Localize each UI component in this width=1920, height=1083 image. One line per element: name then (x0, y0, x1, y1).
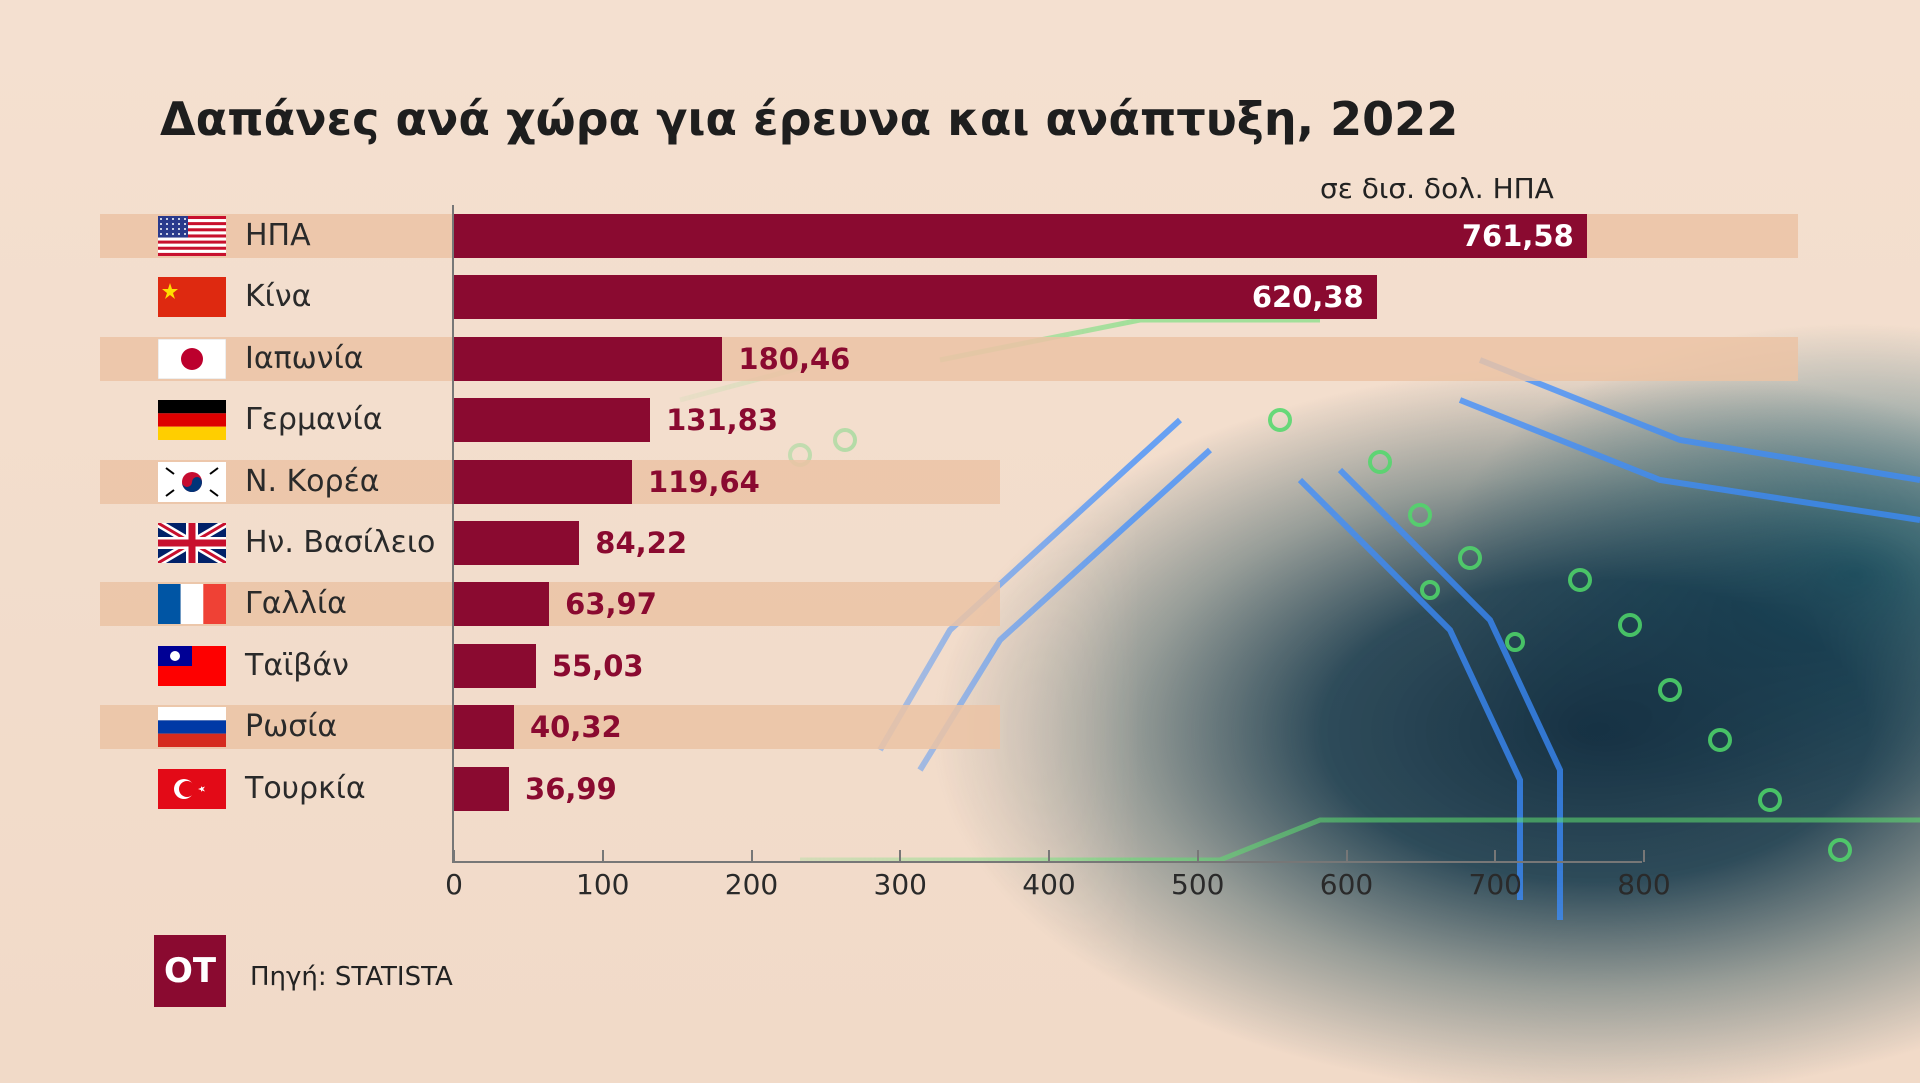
bar (454, 398, 651, 443)
unit-label: σε δισ. δολ. ΗΠΑ (1320, 172, 1554, 205)
data-label: 63,97 (565, 587, 657, 622)
x-tick-label: 800 (1617, 868, 1671, 901)
flag-uk-icon (158, 523, 226, 563)
data-label: 36,99 (525, 771, 617, 806)
bar (454, 214, 1587, 258)
row-band (100, 582, 1000, 627)
x-tick (1048, 850, 1050, 862)
x-tick (601, 850, 604, 862)
data-label: 55,03 (551, 648, 644, 683)
x-tick (1643, 850, 1645, 862)
row-band (100, 705, 1000, 750)
data-label: 620,38 (1251, 280, 1364, 315)
source-note: Πηγή: STATISTA (250, 962, 453, 992)
flag-france-icon (158, 584, 226, 625)
x-tick-label: 200 (724, 868, 779, 901)
data-label: 131,83 (666, 403, 779, 438)
bar (454, 521, 580, 565)
x-tick (1494, 850, 1497, 862)
data-label: 40,32 (529, 710, 622, 745)
x-tick (1196, 850, 1199, 862)
flag-taiwan-icon (158, 645, 226, 686)
flag-usa-icon (158, 216, 226, 256)
category-label: Γερμανία (245, 402, 383, 438)
x-tick-label: 500 (1171, 868, 1225, 901)
x-tick (453, 850, 455, 862)
category-label: Ν. Κορέα (245, 463, 380, 499)
flag-germany-icon (158, 400, 226, 441)
flag-china-icon (158, 277, 226, 318)
category-label: Κίνα (245, 279, 312, 315)
category-label: Τουρκία (245, 770, 366, 806)
bar (454, 582, 550, 627)
chart-title: Δαπάνες ανά χώρα για έρευνα και ανάπτυξη… (160, 92, 1459, 146)
bar (454, 705, 514, 750)
x-tick (750, 850, 753, 862)
y-axis-line (452, 205, 454, 863)
flag-japan-icon (158, 338, 226, 379)
x-axis-line (452, 861, 1642, 863)
x-tick-label: 400 (1022, 868, 1076, 901)
category-label: Ην. Βασίλειο (245, 525, 436, 560)
bar (454, 275, 1377, 320)
category-label: Ρωσία (245, 709, 338, 745)
bar (454, 766, 510, 811)
x-tick-label: 100 (576, 868, 630, 901)
category-label: Ιαπωνία (245, 340, 364, 376)
category-label: Ταϊβάν (245, 647, 349, 683)
flag-russia-icon (158, 707, 226, 748)
flag-south-korea-icon (158, 461, 226, 502)
circuit-board-background (620, 300, 1920, 1083)
data-label: 180,46 (738, 341, 851, 376)
x-tick (899, 850, 902, 862)
x-tick (1345, 850, 1348, 862)
category-label: Γαλλία (245, 586, 347, 622)
x-tick-label: 0 (445, 868, 463, 901)
publisher-logo: OT (154, 935, 226, 1007)
bar (454, 336, 723, 381)
bar (454, 459, 632, 504)
x-tick-label: 300 (873, 868, 927, 901)
category-label: ΗΠΑ (245, 218, 311, 253)
x-tick-label: 600 (1319, 868, 1374, 901)
row-band (100, 336, 1798, 381)
bar (454, 643, 536, 688)
data-label: 84,22 (595, 526, 687, 560)
flag-turkey-icon (158, 768, 226, 809)
data-label: 119,64 (647, 464, 760, 499)
data-label: 761,58 (1461, 219, 1574, 253)
x-tick-label: 700 (1468, 868, 1522, 901)
